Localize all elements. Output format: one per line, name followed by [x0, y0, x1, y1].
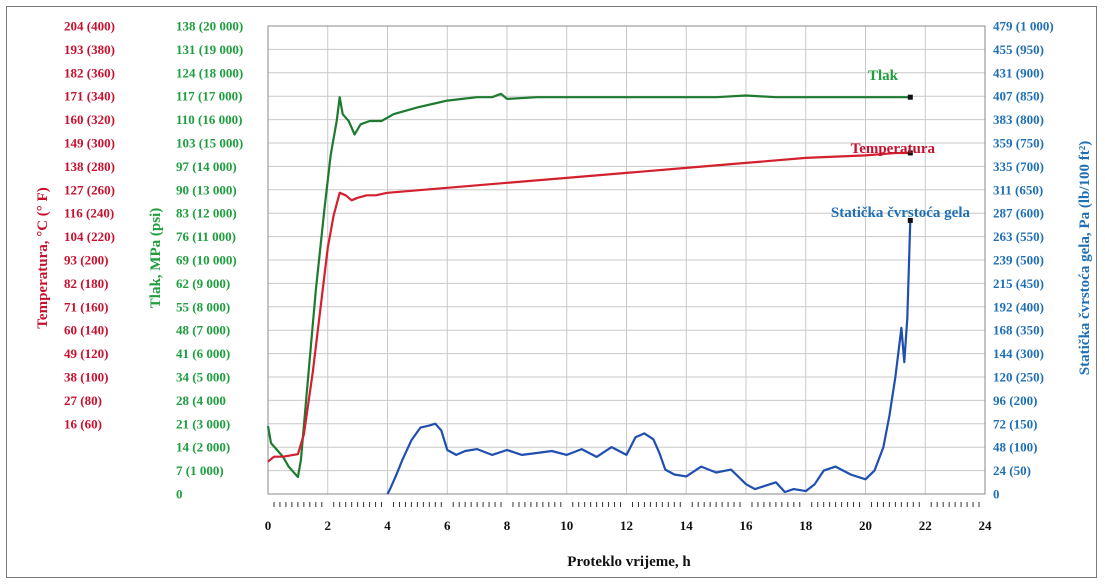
gel-tick-label: 263 (550)	[993, 229, 1044, 244]
x-tick-label: 14	[680, 518, 694, 533]
gel-tick-label: 96 (200)	[993, 393, 1037, 408]
gel-tick-label: 479 (1 000)	[993, 19, 1054, 34]
temperature-tick-label: 160 (320)	[64, 112, 115, 127]
gel-tick-label: 24 (50)	[993, 463, 1031, 478]
temperature-tick-label: 104 (220)	[64, 229, 115, 244]
series-end-marker	[907, 150, 913, 156]
temperature-tick-label: 27 (80)	[64, 393, 102, 408]
temperature-tick-labels: 204 (400) 193 (380) 182 (360) 171 (340) 160 …	[64, 19, 115, 432]
pressure-tick-label: 62 (9 000)	[176, 276, 230, 291]
plot-area	[267, 25, 986, 495]
temperature-tick-label: 138 (280)	[64, 159, 115, 174]
temperature-tick-label: 116 (240)	[64, 206, 114, 221]
gel-tick-label: 215 (450)	[993, 276, 1044, 291]
pressure-tick-label: 69 (10 000)	[176, 253, 237, 268]
pressure-tick-label: 138 (20 000)	[176, 19, 243, 34]
temperature-tick-label: 204 (400)	[64, 19, 115, 34]
gel-tick-label: 431 (900)	[993, 65, 1044, 80]
gel-tick-label: 120 (250)	[993, 370, 1044, 385]
temperature-tick-label: 16 (60)	[64, 416, 102, 431]
annotation-temperatura: Temperatura	[851, 141, 936, 157]
x-tick-label: 18	[799, 518, 813, 533]
series-line-gel	[386, 220, 912, 495]
series-end-marker	[907, 217, 913, 223]
x-axis-label: Proteklo vrijeme, h	[567, 554, 691, 570]
x-tick-label: 10	[560, 518, 573, 533]
gel-tick-label: 311 (650)	[993, 182, 1043, 197]
gel-tick-label: 0	[993, 487, 1000, 502]
pressure-tick-label: 55 (8 000)	[176, 299, 230, 314]
pressure-tick-label: 124 (18 000)	[176, 65, 243, 80]
gel-tick-label: 359 (750)	[993, 136, 1044, 151]
gel-tick-label: 239 (500)	[993, 253, 1044, 268]
pressure-axis-label: Tlak, MPa (psi)	[148, 208, 164, 308]
pressure-tick-label: 117 (17 000)	[176, 89, 242, 104]
temperature-tick-label: 60 (140)	[64, 323, 108, 338]
x-tick-label: 24	[979, 518, 993, 533]
temperature-tick-label: 171 (340)	[64, 89, 115, 104]
x-tick-label: 4	[384, 518, 391, 533]
temperature-tick-label: 71 (160)	[64, 299, 108, 314]
x-tick-label: 12	[620, 518, 633, 533]
annotation-tlak: Tlak	[868, 68, 899, 84]
pressure-tick-labels: 138 (20 000) 131 (19 000) 124 (18 000) 117 …	[176, 19, 243, 502]
x-tick-labels: 0 2 4 6 8 10 12 14 16 18 20 22 24	[265, 518, 992, 533]
pressure-tick-label: 7 (1 000)	[176, 463, 224, 478]
temperature-tick-label: 93 (200)	[64, 253, 108, 268]
temperature-axis-label: Temperatura, °C (° F)	[35, 187, 51, 328]
gel-tick-label: 192 (400)	[993, 299, 1044, 314]
axis-labels: Proteklo vrijeme, h Temperatura, °C (° F…	[35, 141, 1093, 570]
x-tick-label: 0	[265, 518, 272, 533]
temperature-tick-label: 182 (360)	[64, 65, 115, 80]
series-end-marker	[907, 94, 913, 100]
plot-border	[267, 25, 986, 495]
temperature-tick-label: 49 (120)	[64, 346, 108, 361]
gel-axis-label: Statička čvrstoća gela, Pa (lb/100 ft²)	[1077, 141, 1093, 375]
annotation-gel: Statička čvrstoća gela	[831, 205, 971, 221]
pressure-tick-label: 76 (11 000)	[176, 229, 236, 244]
gel-tick-label: 144 (300)	[993, 346, 1044, 361]
gel-tick-label: 407 (850)	[993, 89, 1044, 104]
temperature-tick-label: 193 (380)	[64, 42, 115, 57]
pressure-tick-label: 34 (5 000)	[176, 370, 230, 385]
pressure-tick-label: 131 (19 000)	[176, 42, 243, 57]
pressure-tick-label: 41 (6 000)	[176, 346, 230, 361]
pressure-tick-label: 21 (3 000)	[176, 416, 230, 431]
pressure-tick-label: 110 (16 000)	[176, 112, 242, 127]
pressure-tick-label: 103 (15 000)	[176, 136, 243, 151]
pressure-tick-label: 83 (12 000)	[176, 206, 237, 221]
pressure-tick-label: 90 (13 000)	[176, 182, 237, 197]
series-annotations: Tlak Temperatura Statička čvrstoća gela	[831, 68, 971, 221]
gel-tick-label: 168 (350)	[993, 323, 1044, 338]
gel-tick-label: 383 (800)	[993, 112, 1044, 127]
pressure-tick-label: 14 (2 000)	[176, 440, 230, 455]
gel-tick-label: 455 (950)	[993, 42, 1044, 57]
pressure-tick-label: 0	[176, 487, 183, 502]
pressure-tick-label: 28 (4 000	[176, 393, 226, 408]
temperature-tick-label: 149 (300)	[64, 136, 115, 151]
x-tick-label: 16	[740, 518, 754, 533]
gel-tick-label: 48 (100)	[993, 440, 1037, 455]
gel-tick-label: 72 (150)	[993, 416, 1037, 431]
chart-frame	[6, 6, 1097, 578]
temperature-tick-label: 38 (100)	[64, 370, 108, 385]
gel-tick-label: 335 (700)	[993, 159, 1044, 174]
x-tick-label: 20	[859, 518, 872, 533]
gel-tick-labels: 479 (1 000) 455 (950) 431 (900) 407 (850) 38…	[993, 19, 1054, 502]
series-line-pressure	[266, 92, 911, 479]
pressure-tick-label: 97 (14 000)	[176, 159, 237, 174]
x-tick-label: 8	[504, 518, 511, 533]
pressure-tick-label: 48 (7 000)	[176, 323, 230, 338]
series-layer	[266, 92, 913, 495]
x-tick-label: 2	[325, 518, 332, 533]
temperature-tick-label: 82 (180)	[64, 276, 108, 291]
x-tick-label: 22	[919, 518, 932, 533]
gel-tick-label: 287 (600)	[993, 206, 1044, 221]
temperature-tick-label: 127 (260)	[64, 182, 115, 197]
series-line-temperature	[267, 151, 911, 463]
x-tick-label: 6	[444, 518, 451, 533]
